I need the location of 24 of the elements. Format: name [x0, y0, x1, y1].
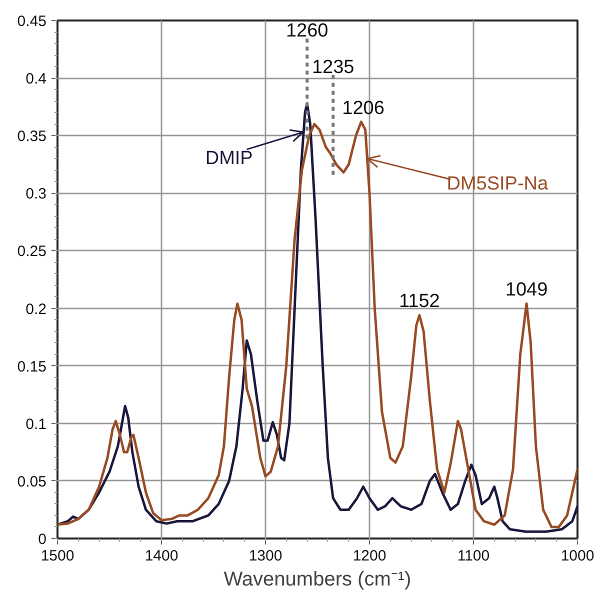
x-tick-label: 1000: [560, 548, 594, 564]
annotation: 1206: [342, 98, 384, 119]
y-tick-label: 0.45: [17, 13, 47, 30]
text: DMIP: [205, 148, 253, 170]
ref-line-label: 1260: [286, 20, 328, 42]
y-tick-label: 0.25: [17, 243, 47, 260]
y-tick-label: 0.05: [17, 473, 47, 490]
y-tick-label: 0: [38, 531, 46, 548]
annotation: 1049: [505, 280, 548, 301]
y-tick-label: 0.2: [26, 300, 47, 318]
y-tick-label: 0.4: [26, 70, 47, 88]
x-tick-label: 1400: [144, 548, 178, 564]
ref-line-label: 1235: [312, 56, 354, 78]
y-tick-label: 0.35: [17, 128, 47, 146]
y-tick-label: 0.1: [26, 416, 47, 433]
x-tick-label: 1100: [457, 548, 490, 564]
y-tick-label: 0.15: [17, 358, 47, 376]
x-tick-label: 1200: [352, 548, 386, 564]
x-tick-label: 1300: [248, 548, 282, 564]
text: DM5SIP-Na: [446, 173, 549, 194]
x-tick-label: 1500: [40, 548, 74, 564]
x-axis-title: Wavenumbers (cm⁻¹): [224, 568, 412, 590]
y-tick-label: 0.3: [26, 186, 47, 203]
annotation: 1152: [398, 291, 440, 312]
